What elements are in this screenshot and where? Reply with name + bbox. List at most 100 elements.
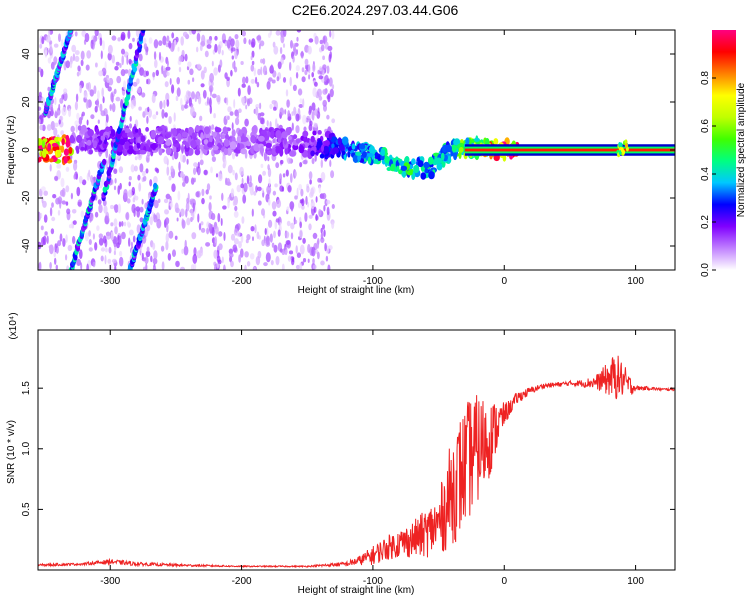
spectrogram-cell bbox=[306, 185, 310, 193]
spectrogram-cell bbox=[217, 64, 221, 73]
spectrogram-cell bbox=[145, 126, 150, 132]
spectrogram-cell bbox=[244, 264, 247, 270]
spectrogram-x-axis-label: Height of straight line (km) bbox=[298, 285, 415, 296]
spectrogram-cell bbox=[63, 88, 68, 94]
spectrogram-cell bbox=[301, 67, 305, 73]
spectrogram-cell bbox=[190, 177, 195, 185]
spectrogram-cell bbox=[289, 61, 292, 71]
spectrogram-cell bbox=[141, 198, 144, 205]
spectrogram-cell bbox=[38, 66, 42, 73]
spectrogram-cell bbox=[271, 242, 275, 248]
spectrogram-cell bbox=[230, 69, 233, 77]
spectrogram-cell bbox=[71, 209, 77, 214]
spectrogram-cell bbox=[191, 91, 195, 100]
spectrogram-cell bbox=[67, 244, 73, 252]
spectrogram-cell bbox=[201, 34, 206, 45]
spectrogram-cell bbox=[319, 66, 323, 72]
spectrogram-cell bbox=[222, 126, 228, 135]
spectrogram-cell bbox=[152, 242, 156, 250]
spectrogram-cell bbox=[223, 148, 229, 156]
spectrogram-cell bbox=[282, 43, 286, 48]
spectrogram-cell bbox=[315, 214, 318, 221]
spectrogram-cell bbox=[275, 118, 278, 128]
spectrogram-cell bbox=[327, 264, 331, 270]
spectrogram-cell bbox=[70, 125, 75, 133]
spectrogram-cell bbox=[279, 222, 282, 231]
spectrogram-cell bbox=[165, 147, 172, 156]
spectrogram-cell bbox=[161, 109, 165, 119]
spectrogram-cell bbox=[185, 142, 189, 149]
spectrogram-cell bbox=[139, 217, 144, 223]
spectrogram-cell bbox=[148, 37, 153, 44]
spectrogram-cell bbox=[259, 102, 262, 110]
spectrogram-cell bbox=[144, 256, 149, 265]
spectrogram-cell bbox=[86, 50, 92, 59]
spectrogram-cell bbox=[292, 134, 298, 140]
spectrogram-cell bbox=[282, 173, 286, 178]
spectrogram-cell bbox=[53, 127, 58, 137]
spectrogram-cell bbox=[128, 176, 132, 181]
spectrogram-cell bbox=[105, 114, 109, 123]
spectrogram-cell bbox=[283, 30, 287, 37]
spectrogram-cell bbox=[113, 168, 118, 174]
spectrogram-cell bbox=[290, 222, 295, 230]
spectrogram-cell bbox=[275, 255, 280, 266]
spectrogram-cell bbox=[175, 95, 179, 101]
spectrogram-cell bbox=[51, 216, 56, 222]
spectrogram-cell bbox=[209, 72, 215, 83]
spectrogram-cell bbox=[200, 227, 206, 233]
spectrogram-cell bbox=[329, 30, 332, 38]
spectrogram-cell bbox=[292, 84, 297, 92]
spectrogram-cell bbox=[208, 222, 212, 229]
spectrogram-cell bbox=[237, 87, 241, 97]
spectrogram-cell bbox=[136, 142, 141, 149]
spectrogram-cell bbox=[194, 148, 201, 156]
spectrogram-cell bbox=[110, 231, 114, 241]
spectrogram-cell bbox=[106, 77, 111, 83]
spectrogram-cell bbox=[125, 127, 130, 133]
spectrogram-cell bbox=[277, 229, 281, 237]
spectrogram-cell bbox=[367, 156, 372, 165]
spectrogram-cell bbox=[308, 38, 314, 43]
spectrogram-cell bbox=[131, 203, 136, 214]
spectrogram-cell bbox=[76, 186, 81, 197]
spectrogram-cell bbox=[118, 221, 122, 228]
spectrogram-cell bbox=[294, 219, 298, 224]
spectrogram-cell bbox=[167, 253, 172, 261]
spectrogram-cell bbox=[307, 258, 310, 263]
spectrogram-cell bbox=[285, 89, 289, 97]
spectrogram-cell bbox=[209, 97, 212, 108]
spectrogram-cell bbox=[285, 231, 290, 239]
spectrogram-cell bbox=[108, 246, 112, 254]
spectrogram-cell bbox=[65, 185, 70, 193]
spectrogram-cell bbox=[270, 64, 274, 71]
spectrogram-cell bbox=[240, 61, 244, 65]
spectrogram-cell bbox=[84, 232, 89, 242]
spectrogram-cell bbox=[56, 163, 62, 169]
spectrogram-cell bbox=[102, 40, 105, 51]
spectrogram-cell bbox=[266, 150, 272, 156]
spectrogram-cell bbox=[65, 60, 71, 69]
spectrogram-cell bbox=[252, 236, 254, 241]
spectrogram-cell bbox=[359, 143, 366, 150]
spectrogram-cell bbox=[215, 173, 219, 178]
spectrogram-cell bbox=[261, 208, 265, 216]
diagonal-track-cell bbox=[141, 30, 146, 34]
spectrogram-cell bbox=[322, 224, 325, 230]
spectrogram-cell bbox=[88, 247, 93, 252]
x-tick-label: -200 bbox=[232, 276, 252, 287]
spectrogram-cell bbox=[70, 192, 73, 200]
spectrogram-cell bbox=[99, 37, 103, 47]
spectrogram-cell bbox=[94, 242, 98, 251]
spectrogram-cell bbox=[312, 264, 317, 270]
spectrogram-cell bbox=[458, 147, 464, 153]
spectrogram-cell bbox=[267, 167, 272, 178]
spectrogram-cell bbox=[250, 226, 255, 232]
spectrogram-cell bbox=[208, 202, 212, 212]
spectrogram-cell bbox=[123, 80, 127, 91]
spectrogram-cell bbox=[38, 138, 43, 146]
spectrogram-cell bbox=[299, 98, 303, 104]
spectrogram-cell bbox=[123, 221, 127, 227]
spectrogram-cell bbox=[226, 181, 232, 186]
spectrogram-cell bbox=[100, 110, 106, 117]
